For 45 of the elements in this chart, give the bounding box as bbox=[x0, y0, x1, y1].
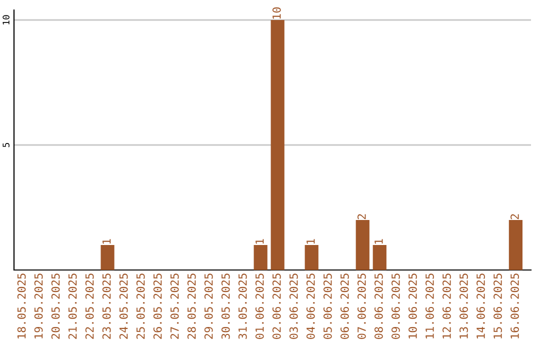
x-tick-label: 12.06.2025 bbox=[442, 274, 451, 338]
bar bbox=[372, 245, 386, 270]
data-label: 1 bbox=[256, 239, 264, 244]
x-tick-label: 21.05.2025 bbox=[68, 274, 77, 339]
data-label: 2 bbox=[510, 214, 519, 220]
x-tick-label: 19.05.2025 bbox=[34, 274, 43, 338]
x-tick-label: 24.05.2025 bbox=[119, 274, 128, 339]
x-tick-label: 18.05.2025 bbox=[17, 274, 26, 338]
x-tick-label: 13.06.2025 bbox=[460, 274, 468, 338]
x-tick-label: 30.05.2025 bbox=[221, 274, 230, 339]
x-tick-label: 08.06.2025 bbox=[374, 274, 383, 339]
bar bbox=[100, 245, 114, 270]
data-label: 10 bbox=[272, 7, 281, 19]
x-tick-label: 05.06.2025 bbox=[323, 274, 332, 339]
x-tick-label: 15.06.2025 bbox=[494, 274, 502, 338]
bar bbox=[508, 220, 522, 270]
x-tick-label: 07.06.2025 bbox=[357, 274, 366, 339]
bar bbox=[356, 220, 370, 270]
x-tick-label: 03.06.2025 bbox=[289, 274, 298, 339]
x-tick-label: 29.05.2025 bbox=[204, 274, 213, 339]
x-tick-label: 26.05.2025 bbox=[153, 274, 162, 339]
x-tick-label: 23.05.2025 bbox=[102, 274, 111, 339]
x-tick-label: 20.05.2025 bbox=[51, 274, 60, 339]
x-tick-label: 27.05.2025 bbox=[170, 274, 179, 339]
data-label: 2 bbox=[357, 214, 366, 220]
y-tick-label: 5 bbox=[2, 143, 10, 148]
x-tick-label: 06.06.2025 bbox=[340, 274, 349, 339]
x-tick-label: 22.05.2025 bbox=[85, 274, 94, 339]
x-tick-label: 09.06.2025 bbox=[391, 274, 400, 339]
x-tick-label: 28.05.2025 bbox=[187, 274, 196, 339]
x-tick-label: 10.06.2025 bbox=[408, 274, 417, 338]
x-tick-label: 01.06.2025 bbox=[255, 274, 264, 339]
bar bbox=[270, 20, 284, 270]
data-label: 1 bbox=[102, 239, 111, 244]
bar bbox=[254, 245, 268, 270]
x-tick-label: 14.06.2025 bbox=[476, 274, 485, 338]
x-tick-label: 11.06.2025 bbox=[426, 274, 434, 338]
x-tick-label: 31.05.2025 bbox=[238, 274, 247, 339]
bar bbox=[304, 245, 318, 270]
data-label: 1 bbox=[374, 239, 383, 244]
x-tick-label: 25.05.2025 bbox=[136, 274, 145, 339]
x-tick-label: 02.06.2025 bbox=[272, 274, 281, 339]
x-tick-label: 16.06.2025 bbox=[510, 274, 519, 338]
x-tick-label: 04.06.2025 bbox=[306, 274, 315, 339]
data-label: 1 bbox=[306, 239, 315, 244]
